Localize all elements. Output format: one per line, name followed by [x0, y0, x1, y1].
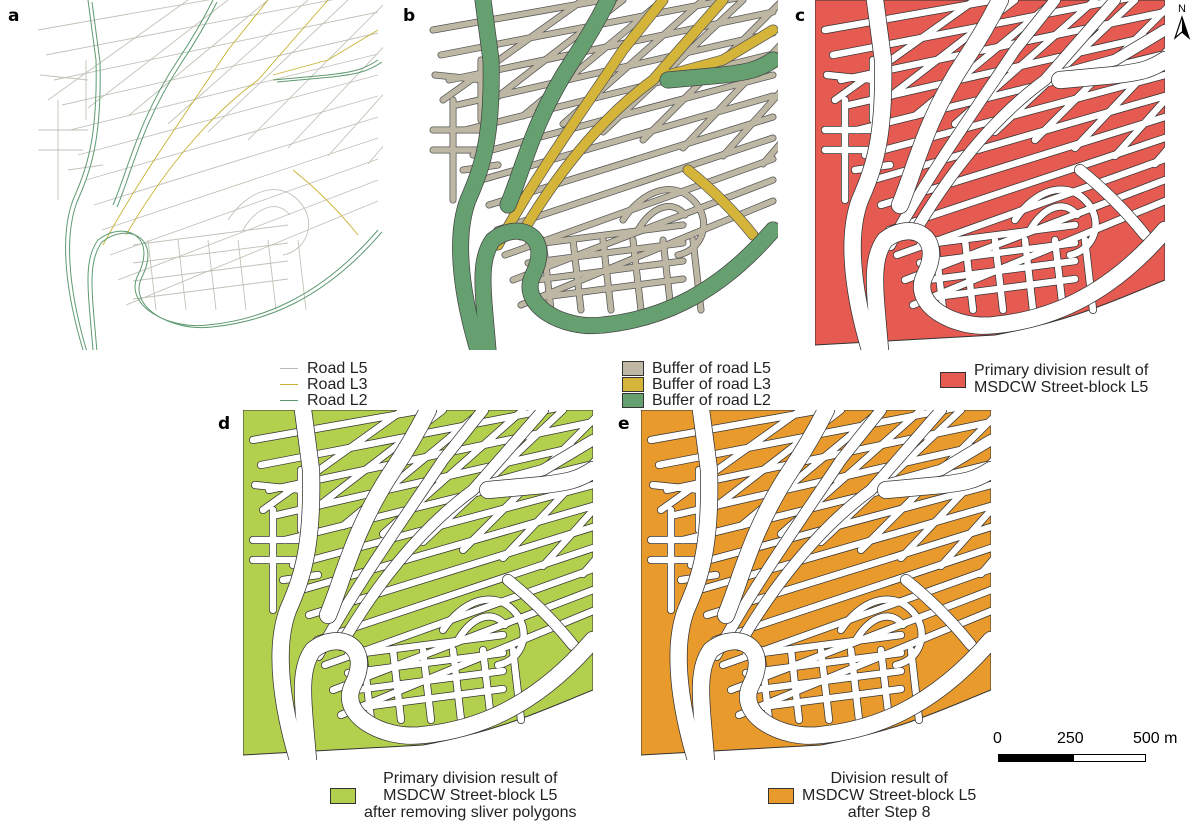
legend-swatch-road-l5 [280, 368, 298, 369]
legend-label: Road L5 [307, 360, 368, 377]
legend-item-buffer-l3: Buffer of road L3 [622, 376, 771, 393]
legend-line: MSDCW Street-block L5 [974, 379, 1149, 396]
map-panel-road-buffers [429, 0, 778, 350]
legend-item-buffer-l5: Buffer of road L5 [622, 360, 771, 377]
legend-label: Road L2 [307, 392, 368, 409]
legend-item-primary-division: Primary division result of MSDCW Street-… [940, 362, 1148, 396]
legend-line: after removing sliver polygons [364, 804, 577, 821]
legend-swatch-road-l3 [280, 384, 298, 385]
legend-item-after-step8: Division result of MSDCW Street-block L5… [768, 770, 976, 821]
legend-item-sliver-removed: Primary division result of MSDCW Street-… [330, 770, 577, 821]
legend-line: Primary division result of [974, 362, 1149, 379]
scale-bar [998, 754, 1146, 762]
legend-label: Buffer of road L2 [652, 392, 771, 409]
scale-label-250: 250 [1057, 730, 1084, 747]
map-panel-primary-division [815, 0, 1165, 350]
legend-label: Primary division result of MSDCW Street-… [364, 770, 577, 821]
panel-label-b: b [403, 6, 416, 26]
legend-swatch-road-l2 [280, 400, 298, 401]
legend-line: MSDCW Street-block L5 [802, 787, 977, 804]
legend-swatch-primary-division [940, 372, 966, 388]
legend-label: Buffer of road L3 [652, 376, 771, 393]
panel-label-d: d [218, 414, 231, 434]
map-panel-sliver-removed [243, 410, 593, 760]
north-arrow: N [1170, 3, 1194, 46]
legend-item-road-l2: Road L2 [280, 392, 368, 409]
north-label: N [1178, 3, 1186, 15]
legend-label: Buffer of road L5 [652, 360, 771, 377]
legend-line: after Step 8 [847, 804, 931, 821]
legend-swatch-after-step8 [768, 787, 794, 804]
legend-swatch-sliver-removed [330, 787, 356, 804]
panel-label-c: c [795, 6, 806, 26]
legend-label: Division result of MSDCW Street-block L5… [802, 770, 976, 821]
legend-item-buffer-l2: Buffer of road L2 [622, 392, 771, 409]
legend-swatch-buffer-l5 [622, 361, 644, 376]
scale-label-500: 500 m [1133, 730, 1178, 747]
north-arrow-icon [1173, 15, 1191, 40]
legend-line: Division result of [830, 770, 948, 787]
panel-label-a: a [8, 6, 20, 26]
legend-item-road-l5: Road L5 [280, 360, 368, 377]
scale-bar-light-segment [1073, 754, 1146, 762]
legend-label: Primary division result of MSDCW Street-… [974, 362, 1148, 396]
legend-line: Primary division result of [383, 770, 558, 787]
panel-label-e: e [618, 414, 630, 434]
legend-swatch-buffer-l2 [622, 393, 644, 408]
scale-bar-dark-segment [998, 754, 1074, 762]
scale-label-0: 0 [993, 730, 1002, 747]
legend-label: Road L3 [307, 376, 368, 393]
map-panel-road-network [37, 0, 383, 350]
legend-swatch-buffer-l3 [622, 377, 644, 392]
legend-item-road-l3: Road L3 [280, 376, 368, 393]
legend-line: MSDCW Street-block L5 [383, 787, 558, 804]
map-panel-after-step8 [641, 410, 991, 760]
